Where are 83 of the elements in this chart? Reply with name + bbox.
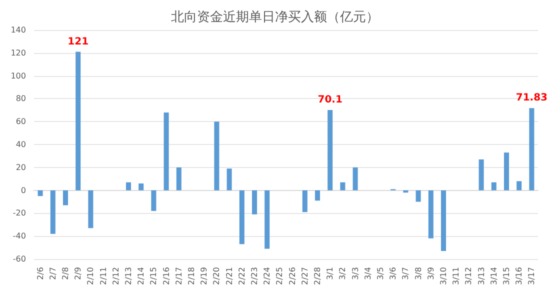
x-tick-label: 3/1	[326, 267, 335, 280]
bar	[504, 152, 510, 190]
y-tick-label: 140	[10, 26, 26, 34]
x-tick-label: 3/6	[388, 267, 398, 280]
bar	[478, 159, 484, 190]
bar	[491, 182, 496, 190]
x-tick-label: 3/12	[464, 267, 474, 286]
bar	[214, 122, 220, 190]
x-tick-label: 2/8	[61, 267, 70, 280]
bar	[62, 190, 68, 206]
y-tick-label: 120	[10, 48, 26, 58]
bar	[428, 190, 434, 238]
bar	[264, 190, 270, 249]
x-tick-label: 3/9	[426, 267, 436, 280]
y-tick-label: 100	[10, 71, 26, 80]
x-tick-label: 2/11	[98, 267, 108, 286]
bar	[88, 190, 94, 228]
x-tick-label: 3/15	[502, 267, 511, 286]
x-tick-label: 3/13	[476, 267, 486, 286]
bar	[138, 183, 144, 190]
x-tick-label: 2/6	[36, 267, 45, 280]
bar	[38, 190, 43, 196]
x-tick-label: 2/12	[111, 267, 120, 286]
bar	[50, 190, 56, 234]
x-tick-label: 3/7	[401, 267, 410, 280]
x-tick-label: 2/26	[288, 267, 297, 286]
y-tick-label: 60	[16, 117, 26, 126]
y-tick-label: 80	[16, 94, 26, 104]
x-tick-label: 2/18	[187, 267, 196, 286]
bar	[516, 181, 522, 190]
x-tick-label: 2/25	[275, 267, 284, 286]
bar	[252, 190, 258, 214]
x-tick-label: 3/16	[514, 267, 524, 286]
x-tick-label: 3/17	[527, 267, 536, 286]
x-tick-label: 2/24	[262, 267, 272, 286]
x-tick-label: 2/19	[200, 267, 209, 286]
x-tick-label: 2/17	[174, 267, 184, 286]
x-tick-label: 2/15	[149, 267, 158, 286]
x-tick-label: 3/11	[452, 267, 461, 286]
y-tick-label: -60	[12, 254, 26, 264]
x-tick-label: 3/10	[439, 267, 448, 286]
x-tick-label: 2/13	[124, 267, 133, 286]
bar	[328, 110, 333, 190]
x-tick-label: 2/22	[237, 267, 246, 286]
y-tick-label: -20	[12, 208, 26, 218]
bar	[416, 190, 421, 202]
bar	[302, 190, 308, 212]
bar	[314, 190, 320, 201]
bar	[151, 190, 156, 211]
bar	[164, 112, 169, 190]
bar	[226, 168, 232, 190]
x-tick-label: 3/3	[350, 267, 360, 280]
bar	[176, 167, 182, 190]
bar	[352, 167, 358, 190]
x-tick-label: 2/14	[136, 267, 146, 286]
data-label: 70.1	[318, 94, 342, 106]
y-tick-label: 40	[16, 140, 26, 150]
x-tick-label: 2/28	[313, 267, 322, 286]
y-tick-label: 20	[16, 162, 26, 172]
data-label: 71.83	[516, 92, 548, 104]
x-tick-label: 2/27	[300, 267, 310, 286]
x-tick-label: 3/14	[489, 267, 498, 286]
x-tick-label: 2/9	[74, 267, 83, 280]
bar	[239, 190, 244, 244]
bar	[340, 182, 346, 190]
x-tick-label: 2/7	[48, 267, 58, 280]
x-tick-label: 2/16	[162, 267, 171, 286]
bar	[76, 52, 81, 190]
data-label: 121	[68, 36, 89, 48]
y-tick-label: 0	[20, 186, 26, 195]
x-tick-label: 3/5	[376, 267, 385, 280]
chart-title: 北向资金近期单日净买入额（亿元）	[171, 10, 379, 25]
bar	[529, 108, 534, 190]
x-tick-label: 3/2	[338, 267, 348, 280]
y-tick-label: -40	[12, 232, 26, 241]
x-tick-label: 2/10	[86, 267, 96, 286]
x-tick-label: 3/8	[414, 267, 423, 280]
x-tick-label: 3/4	[363, 267, 372, 280]
x-tick-label: 2/20	[212, 267, 222, 286]
x-tick-label: 2/23	[250, 267, 259, 286]
bar	[440, 190, 446, 252]
bar	[126, 182, 132, 190]
x-tick-label: 2/21	[224, 267, 234, 286]
